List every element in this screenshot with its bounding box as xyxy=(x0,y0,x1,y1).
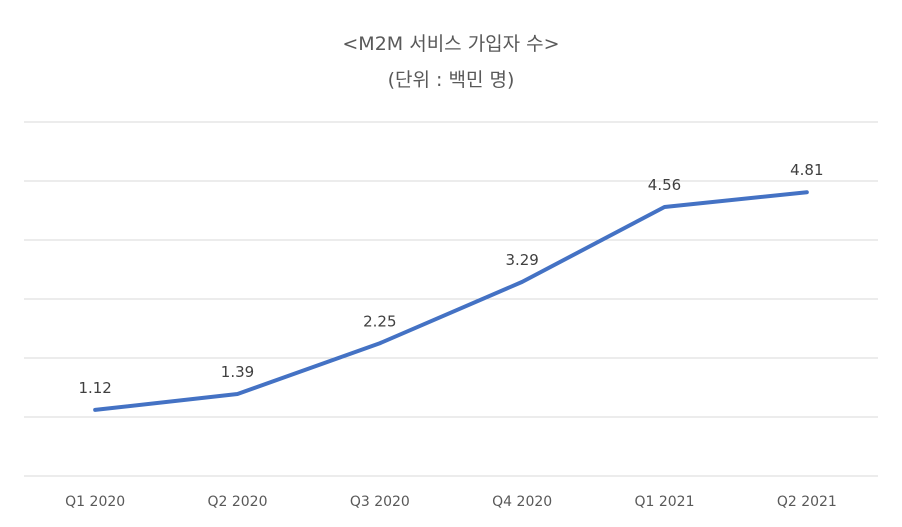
x-tick-label: Q2 2021 xyxy=(777,494,837,510)
chart-subtitle: (단위 : 백민 명) xyxy=(388,69,515,91)
data-label: 1.39 xyxy=(221,363,254,381)
x-tick-label: Q3 2020 xyxy=(350,494,410,510)
data-label: 1.12 xyxy=(78,379,111,397)
x-tick-label: Q2 2020 xyxy=(207,494,267,510)
series-line xyxy=(93,190,809,412)
data-label: 3.29 xyxy=(505,251,538,269)
x-tick-label: Q1 2021 xyxy=(634,494,694,510)
x-axis-ticks: Q1 2020 Q2 2020 Q3 2020 Q4 2020 Q1 2021 Q2 20… xyxy=(65,494,837,510)
data-label: 2.25 xyxy=(363,312,396,330)
chart-title: <M2M 서비스 가입자 수> xyxy=(342,33,559,55)
data-label: 4.81 xyxy=(790,161,823,179)
series-line-group xyxy=(93,190,809,412)
data-label: 4.56 xyxy=(648,176,681,194)
data-labels: 1.12 1.39 2.25 3.29 4.56 4.81 xyxy=(78,161,823,397)
x-tick-label: Q1 2020 xyxy=(65,494,125,510)
x-tick-label: Q4 2020 xyxy=(492,494,552,510)
gridlines xyxy=(24,121,878,477)
